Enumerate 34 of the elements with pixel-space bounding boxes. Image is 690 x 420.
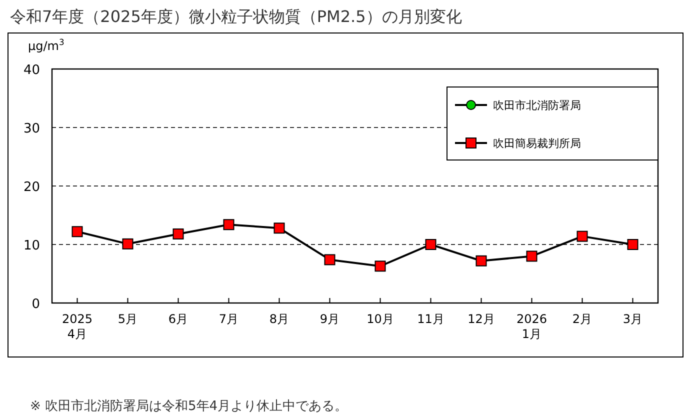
x-tick-label: 11月 — [417, 312, 444, 326]
point — [172, 228, 184, 240]
y-tick-label: 10 — [23, 238, 40, 254]
y-axis-title: μg/m$^{3}$ — [28, 37, 64, 53]
point — [122, 238, 134, 250]
point — [72, 226, 83, 238]
x-tick-label: 9月 — [320, 312, 340, 326]
x-tick-label: 2月 — [572, 312, 592, 326]
point — [223, 219, 234, 230]
y-tick-label: 0 — [32, 297, 40, 312]
point — [526, 250, 538, 262]
x-tick-label: 12月 — [468, 312, 495, 326]
x-tick-label: 8月 — [269, 312, 290, 326]
x-tick-label: 7月 — [218, 312, 239, 326]
x-tick-label: 3月 — [622, 312, 643, 326]
point — [324, 254, 336, 266]
point — [576, 230, 588, 242]
text: ※ 吹田市北消防署局は令和5年4月より休止中である。 — [30, 399, 348, 414]
point — [274, 222, 285, 234]
legend-label: 吹田簡易裁判所局 — [493, 137, 581, 150]
x-tick-label: 2026 1月 — [516, 312, 548, 341]
y-tick-label: 40 — [23, 63, 40, 78]
y-tick-label: 20 — [23, 180, 40, 195]
chart-title: 令和7年度（2025年度）微小粒子状物質（PM2.5）の月別変化 — [10, 7, 462, 26]
x-tick-label: 10月 — [366, 312, 394, 326]
x-tick-label: 6月 — [168, 312, 188, 326]
y-tick-label: 30 — [23, 122, 40, 136]
legend-label: 吹田市北消防署局 — [493, 99, 581, 112]
point — [374, 260, 386, 272]
point — [627, 239, 638, 250]
point — [476, 255, 487, 266]
x-tick-label: 2025 4月 — [62, 312, 93, 341]
point — [425, 239, 436, 250]
x-tick-label: 5月 — [118, 312, 138, 326]
